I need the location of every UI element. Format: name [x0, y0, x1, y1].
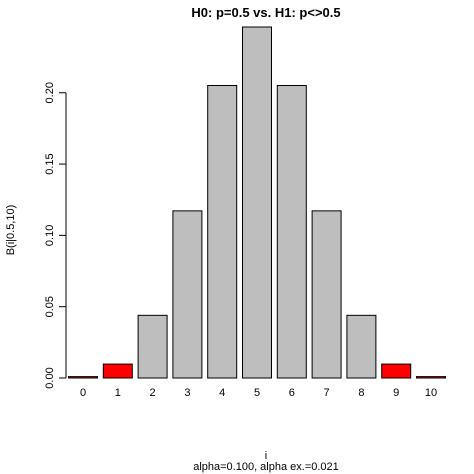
y-tick-label: 0.20 — [44, 82, 56, 103]
x-tick-label: 2 — [150, 387, 156, 399]
x-axis-label: i — [265, 450, 267, 462]
bar-5 — [242, 26, 272, 379]
y-tick-label: 0.15 — [44, 153, 56, 174]
chart-subtitle: alpha=0.100, alpha ex.=0.021 — [193, 461, 339, 473]
x-tick-label: 10 — [425, 387, 437, 399]
x-tick-labels: 0 1 2 3 4 5 6 7 8 9 10 — [80, 387, 437, 399]
chart-title: H0: p=0.5 vs. H1: p<>0.5 — [191, 5, 340, 20]
bar-9 — [381, 363, 412, 379]
x-tick-label: 6 — [289, 387, 295, 399]
x-tick-label: 7 — [324, 387, 330, 399]
y-tick-label: 0.10 — [44, 225, 56, 246]
bar-0 — [68, 376, 98, 379]
y-axis-label: B(i|0.5,10) — [5, 205, 17, 256]
x-tick-label: 9 — [393, 387, 399, 399]
y-axis: 0.00 0.05 0.10 0.15 0.20 — [44, 82, 67, 389]
bar-3 — [172, 210, 203, 379]
x-tick-label: 3 — [184, 387, 190, 399]
y-tick-label: 0.05 — [44, 296, 56, 317]
x-tick-label: 1 — [115, 387, 121, 399]
bar-10 — [416, 376, 446, 379]
bar-4 — [207, 85, 238, 379]
bar-7 — [311, 210, 342, 379]
bar-6 — [276, 85, 307, 379]
bar-2 — [137, 314, 168, 379]
bars-group — [68, 26, 446, 379]
x-tick-label: 0 — [80, 387, 86, 399]
x-tick-label: 8 — [358, 387, 364, 399]
bar-8 — [346, 314, 377, 379]
x-tick-label: 4 — [219, 387, 225, 399]
bar-1 — [102, 363, 133, 379]
x-tick-label: 5 — [254, 387, 260, 399]
y-tick-label: 0.00 — [44, 367, 56, 388]
